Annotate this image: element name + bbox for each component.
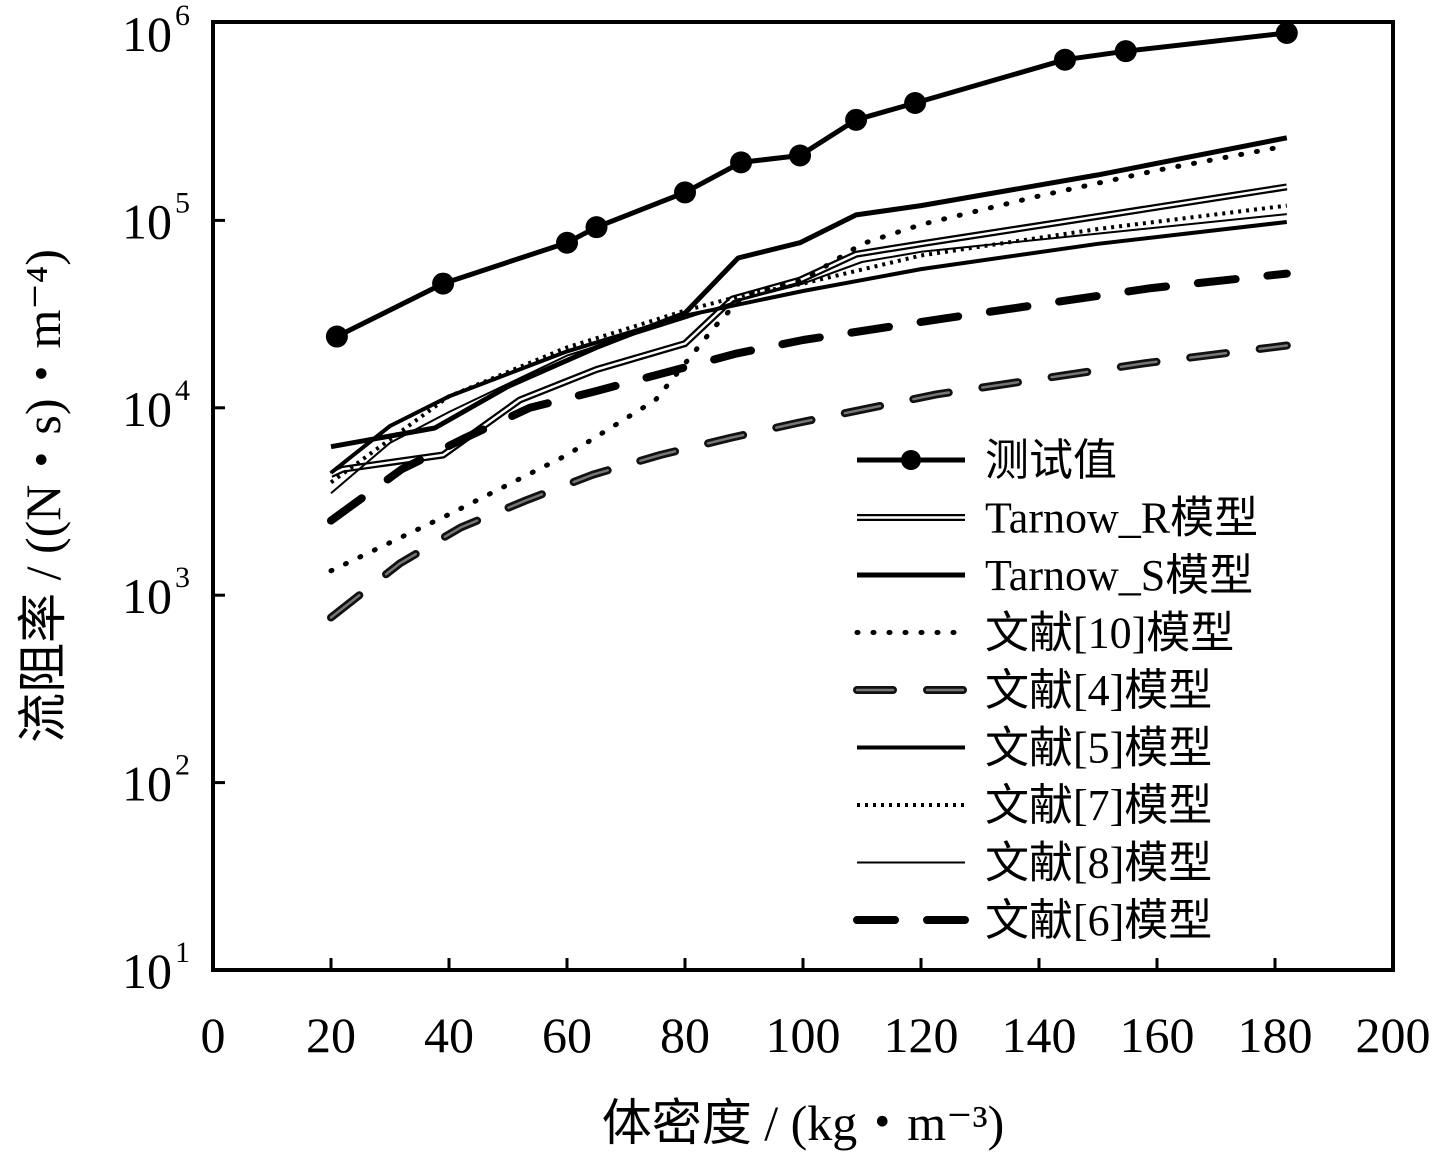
legend-label: 文献[4]模型 (985, 666, 1212, 715)
legend-label: Tarnow_S模型 (985, 551, 1253, 600)
y-tick-exponent: 2 (175, 749, 190, 782)
x-tick-label: 140 (1002, 1007, 1077, 1063)
x-tick-label: 120 (884, 1007, 959, 1063)
legend-label: Tarnow_R模型 (985, 494, 1258, 543)
series-line (327, 269, 1291, 525)
legend-label: 文献[5]模型 (985, 724, 1212, 773)
series-line (330, 135, 1288, 450)
x-tick-label: 40 (424, 1007, 474, 1063)
series-2 (330, 135, 1288, 450)
legend-item: Tarnow_S模型 (857, 551, 1253, 600)
x-axis-label: 体密度 / (kg・m⁻³) (602, 1095, 1004, 1151)
y-axis-label: 流阻率 / ((N・s)・m⁻⁴) (15, 249, 71, 743)
legend-marker (901, 450, 921, 470)
legend-label: 文献[7]模型 (985, 781, 1212, 830)
y-tick-exponent: 1 (175, 936, 190, 969)
legend-item: 文献[5]模型 (857, 724, 1212, 773)
y-tick-exponent: 6 (175, 0, 190, 32)
series-line (329, 203, 1288, 485)
legend-label: 文献[10]模型 (985, 609, 1234, 658)
y-tick-label: 10 (122, 756, 172, 812)
x-tick-label: 180 (1238, 1007, 1313, 1063)
y-tick-label: 10 (122, 381, 172, 437)
data-point (325, 325, 348, 348)
data-point (789, 144, 812, 167)
series-line (329, 220, 1288, 475)
legend-item: 文献[7]模型 (857, 781, 1212, 830)
x-tick-label: 60 (542, 1007, 592, 1063)
legend-item: 测试值 (857, 436, 1117, 485)
y-tick-exponent: 4 (175, 374, 190, 407)
series-line (328, 143, 1290, 574)
series-1 (329, 183, 1288, 478)
legend-item: 文献[4]模型 (853, 666, 1212, 715)
series-line (329, 344, 1289, 619)
data-point (845, 108, 868, 131)
y-tick-exponent: 5 (175, 186, 190, 219)
y-tick-label: 10 (122, 193, 172, 249)
series-7 (330, 213, 1287, 494)
y-tick-label: 10 (122, 6, 172, 62)
legend-label: 文献[8]模型 (985, 839, 1212, 888)
legend-item: 文献[8]模型 (857, 839, 1212, 888)
series-6 (329, 203, 1288, 485)
legend-item: Tarnow_R模型 (857, 494, 1258, 543)
legend-item: 文献[6]模型 (853, 896, 1212, 945)
series-line (330, 213, 1287, 494)
data-point (432, 272, 455, 295)
series-4 (327, 341, 1291, 622)
legend: 测试值 Tarnow_R模型 Tarnow_S模型文献[10]模型文献[4]模型文献… (853, 436, 1258, 945)
x-tick-label: 200 (1356, 1007, 1431, 1063)
series-8 (327, 269, 1291, 525)
series-0 (325, 22, 1298, 348)
data-point (1275, 22, 1298, 44)
y-tick-exponent: 3 (175, 561, 190, 594)
series-3 (328, 143, 1290, 574)
x-tick-label: 160 (1120, 1007, 1195, 1063)
series-5 (329, 220, 1288, 475)
data-point (904, 92, 927, 115)
x-tick-label: 80 (660, 1007, 710, 1063)
x-tick-label: 0 (201, 1007, 226, 1063)
legend-label: 测试值 (985, 436, 1117, 485)
legend-label: 文献[6]模型 (985, 896, 1212, 945)
x-tick-label: 20 (306, 1007, 356, 1063)
data-point (556, 231, 578, 254)
y-tick-label: 10 (122, 568, 172, 624)
x-tick-label: 100 (766, 1007, 841, 1063)
data-point (1114, 40, 1137, 63)
data-point (585, 216, 608, 239)
series-layer (325, 22, 1298, 622)
data-point (674, 181, 696, 204)
series-line (330, 185, 1287, 476)
data-point (730, 151, 753, 174)
legend-item: 文献[10]模型 (854, 609, 1234, 658)
data-point (1053, 48, 1076, 71)
y-tick-label: 10 (122, 943, 172, 999)
